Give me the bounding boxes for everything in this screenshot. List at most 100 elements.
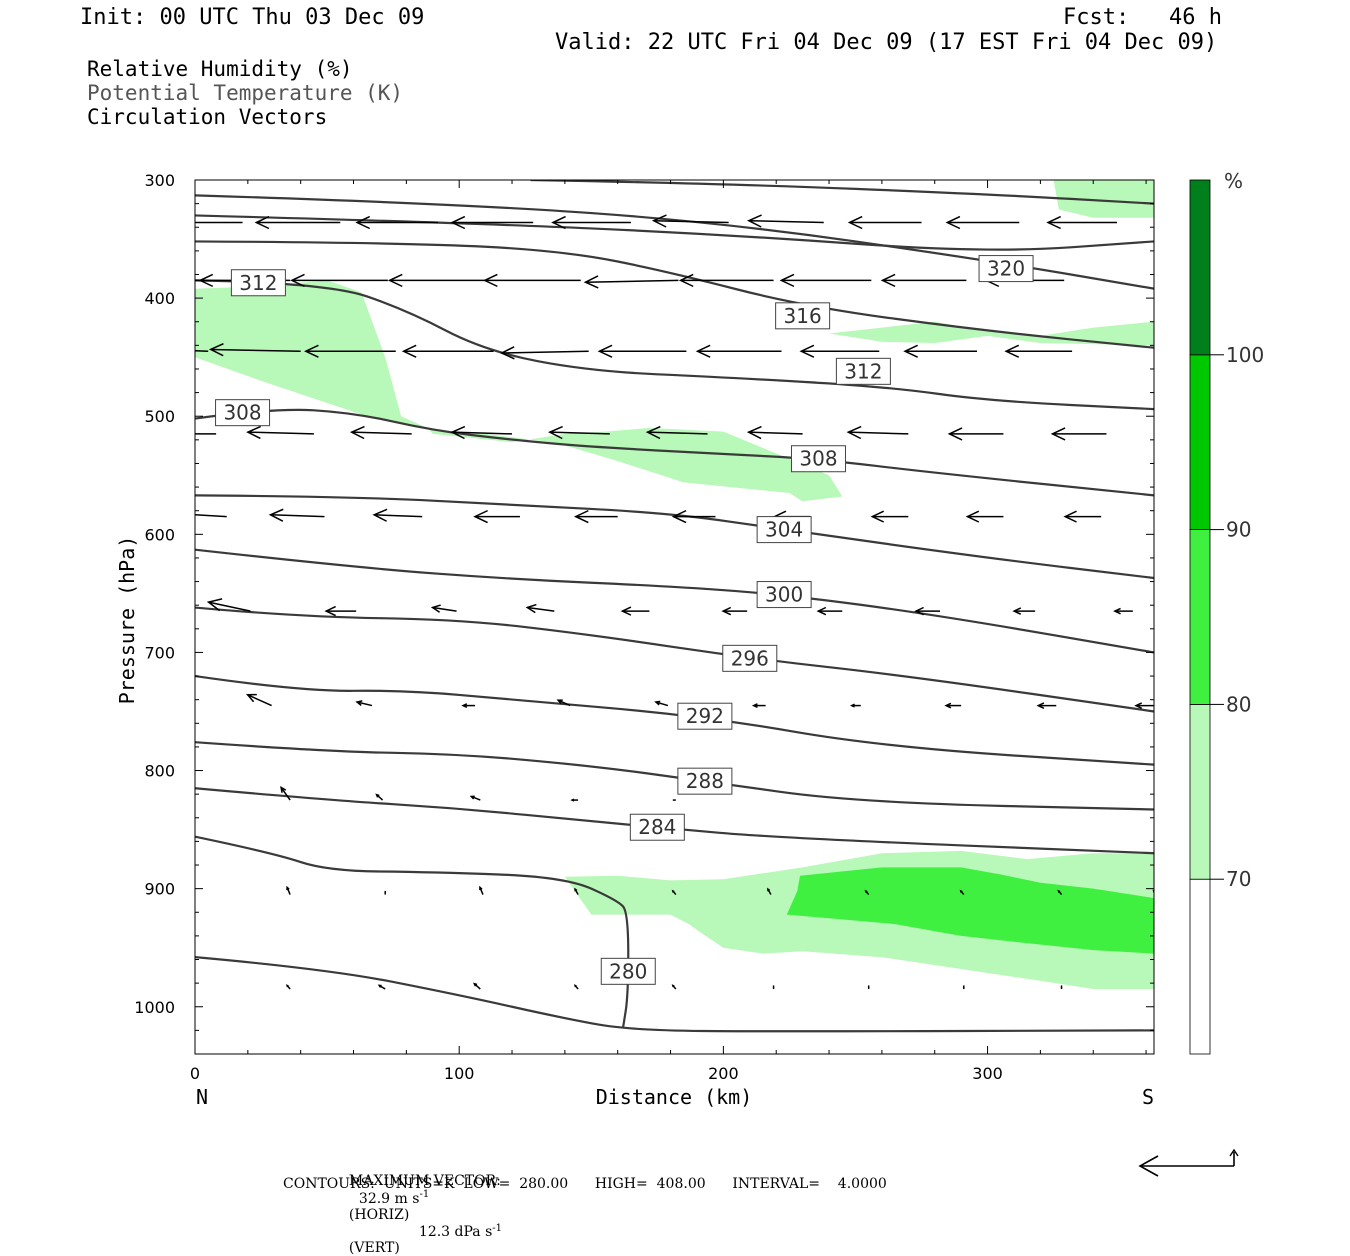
vector-arrow [355,700,373,707]
axis-ticks: 300 400 500 600 700 800 900 1000 0 100 200 300 [134,171,1154,1083]
vector-arrow [816,606,843,616]
y-tick-label: 600 [144,525,175,544]
vector-arrow [525,603,555,614]
vector-arrow [620,606,650,616]
vector-arrow [678,273,774,288]
vector-arrow [355,215,439,230]
contour-label-box-7 [790,445,846,473]
vector-arrow [944,702,962,709]
vector-arrow [469,795,481,801]
vector-arrow [254,215,341,230]
field-title-theta: Potential Temperature (K) [87,81,404,105]
vector-arrow [847,215,922,230]
max-vector-vert-tag: (VERT) [348,1240,400,1256]
vector-arrow [461,703,476,709]
vector-arrow [1004,344,1073,358]
contour-label-6: 308 [223,401,261,425]
contour-labels: 320 316 312 312 308 308 304 300 296 292 288 284 280 [215,255,1034,985]
vector-arrow [1057,889,1063,896]
max-vector-horiz-tag: (HORIZ) [348,1206,410,1223]
contour-label-box-13 [629,813,685,841]
contour-label-box-8 [756,516,812,544]
y-tick-label: 400 [144,289,175,308]
x-end-label-south: S [1142,1085,1154,1109]
vector-arrow [1050,427,1107,441]
y-tick-label: 300 [144,171,175,190]
circulation-vectors [195,214,1154,990]
valid-time: Valid: 22 UTC Fri 04 Dec 09 (17 EST Fri … [555,30,1218,55]
vector-arrow [947,427,1004,441]
y-tick-label: 900 [144,880,175,899]
vector-arrow [671,509,716,524]
vector-arrow [324,605,357,617]
contour-label-11: 292 [686,704,724,728]
vector-arrow [195,221,243,224]
vector-arrow [401,344,494,358]
vector-arrow [573,509,618,524]
vector-arrow [372,508,423,522]
vector-arrow [430,604,457,613]
vector-arrow [208,343,301,357]
colorbar-segment [1189,354,1211,530]
vector-arrow [473,982,481,990]
max-vector-line: MAXIMUM VECTOR: 32.9 m s-1 (HORIZ) 12.3 … [340,1157,502,1256]
max-vector-label: MAXIMUM VECTOR: [348,1173,501,1189]
vector-arrow [880,273,967,288]
vector-arrow [450,215,534,230]
colorbar-level-label: 70 [1226,867,1251,891]
y-tick-label: 1000 [134,998,175,1017]
y-tick-label: 800 [144,762,175,781]
vector-arrow [751,703,766,709]
theta-contour-2 [530,180,1154,205]
x-tick-label: 100 [444,1064,475,1083]
rh-region-1 [1053,180,1154,218]
vector-arrow [870,510,909,523]
theta-contour-12 [195,741,1154,811]
vector-arrow [290,273,388,288]
vector-arrow [206,598,251,612]
vector-arrow [195,513,227,518]
plot-frame [194,179,1155,1055]
colorbar-segment [1189,529,1211,705]
theta-contour-3 [195,240,1154,349]
contour-info: CONTOURS: UNITS=K LOW= 280.00 HIGH= 408.… [283,1176,887,1192]
rh-region-4 [786,867,1154,954]
contour-label-10: 296 [731,646,769,670]
contour-label-box-0 [978,255,1034,283]
contour-label-4: 312 [239,271,277,295]
vector-arrow [799,344,880,358]
contour-label-3: 316 [784,304,822,328]
theta-contour-6 [195,408,1154,497]
vector-arrow [654,700,669,707]
contour-label-box-3 [775,302,831,330]
theta-contour-4 [195,279,1154,411]
contour-label-13: 284 [638,815,676,839]
vector-arrow [377,984,386,990]
vector-arrow [548,425,610,440]
vector-arrow [671,889,677,896]
contour-label-box-11 [677,702,733,730]
theta-contours [195,180,1154,1033]
init-time: Init: 00 UTC Thu 03 Dec 09 [80,5,425,30]
vector-arrow [349,425,412,440]
vector-arrow [286,885,291,895]
vector-arrow [747,214,824,228]
vector-arrow [645,425,708,440]
contour-label-box-4 [230,269,286,297]
vector-arrow [846,425,909,440]
colorbar-unit: % [1224,169,1243,193]
colorbar-level-label: 80 [1226,692,1251,716]
vector-arrow [1134,702,1154,709]
theta-contour-9 [195,548,1154,654]
vector-arrow [195,279,209,282]
vector-arrow [482,273,581,288]
reference-vector-icon [1138,1148,1239,1177]
contour-label-7: 308 [799,447,837,471]
vector-arrow [1113,607,1133,615]
vector-arrow [965,510,1004,523]
theta-contour-14 [195,835,630,1029]
max-vector-horiz-exp: -1 [419,1189,430,1200]
vector-arrow [473,509,520,524]
vector-arrow [195,433,217,435]
